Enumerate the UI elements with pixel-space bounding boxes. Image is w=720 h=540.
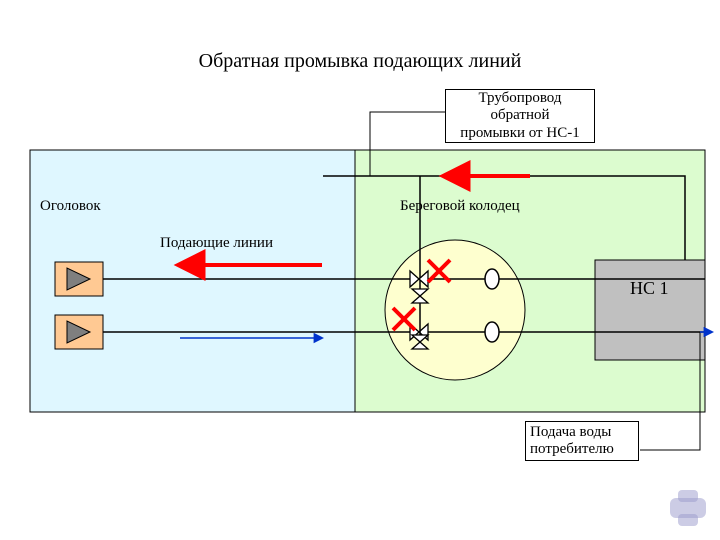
label-head: Оголовок (40, 198, 101, 215)
corner-shape (670, 490, 706, 526)
head-box-1 (55, 262, 103, 296)
ns-box (595, 260, 705, 360)
label-consumer: Подача воды потребителю (525, 421, 639, 461)
well-circle (385, 240, 525, 380)
label-ns1: НС 1 (630, 278, 669, 299)
label-feed-lines: Подающие линии (160, 235, 273, 252)
head-box-2 (55, 315, 103, 349)
label-pipeline: Трубопровод обратной промывки от НС-1 (445, 89, 595, 143)
label-well: Береговой колодец (400, 198, 520, 215)
valve-open-bot (485, 322, 499, 342)
valve-open-top (485, 269, 499, 289)
